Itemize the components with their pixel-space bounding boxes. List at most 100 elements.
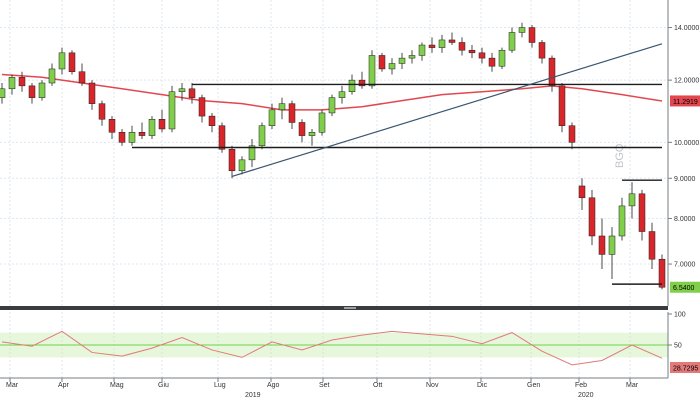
candle <box>608 227 616 279</box>
pane-resize-handle[interactable] <box>344 307 356 309</box>
candle <box>328 94 336 117</box>
candle-body <box>218 125 226 150</box>
candle-body <box>98 103 106 120</box>
month-label: Nov <box>426 382 439 389</box>
candle <box>538 39 546 64</box>
oscillator-axis: 100 50 <box>667 312 686 378</box>
month-label: Ago <box>267 382 280 389</box>
candle-body <box>598 235 606 255</box>
month-label: Set <box>319 382 330 389</box>
candle <box>248 138 256 168</box>
candle-body <box>18 77 26 87</box>
moving-average-tag-label: 11.2919 <box>673 99 698 106</box>
candle <box>588 189 596 246</box>
trendline[interactable] <box>231 43 663 177</box>
candle <box>108 116 116 139</box>
candle-body <box>508 32 516 51</box>
month-label: Apr <box>58 382 70 389</box>
candle-body <box>358 79 366 87</box>
candle <box>498 47 506 69</box>
time-axis: Mar Apr Mag Giu Lug Ago Set Ott Nov Dic Gen Feb Mar 2… <box>0 377 700 400</box>
candle-body <box>588 197 596 237</box>
candle-body <box>448 39 456 43</box>
month-label: Mag <box>110 382 124 389</box>
candle-body <box>68 52 76 72</box>
candle <box>18 71 26 92</box>
candle <box>438 34 446 53</box>
candle-body <box>528 27 536 43</box>
candle-body <box>178 88 186 92</box>
candle <box>158 109 166 133</box>
candle-body <box>548 57 556 87</box>
candle-body <box>38 82 46 98</box>
candle <box>398 52 406 69</box>
candle-body <box>628 193 636 207</box>
last-price-tag: 6.5400 <box>670 281 700 293</box>
candle <box>648 222 656 269</box>
price-tick-label: 12.0000 <box>674 78 699 85</box>
watermark-text: BGQ <box>614 143 626 168</box>
candle-body <box>8 77 16 90</box>
candle-body <box>618 205 626 237</box>
candle <box>558 82 566 133</box>
candle <box>78 63 86 86</box>
candle-body <box>78 71 86 84</box>
candle <box>468 45 476 59</box>
candle-body <box>138 132 146 136</box>
candle-body <box>188 88 196 98</box>
candle-body <box>638 193 646 232</box>
candle-body <box>608 235 616 255</box>
candle-body <box>478 52 486 59</box>
candle <box>548 55 556 92</box>
candle <box>258 122 266 150</box>
candle <box>318 109 326 136</box>
candle <box>28 82 36 104</box>
candle <box>478 47 486 64</box>
oscillator-line <box>1 330 663 366</box>
candle-body <box>268 109 276 126</box>
year-label: 2020 <box>578 392 594 399</box>
oscillator-layer <box>0 330 668 366</box>
candle <box>268 103 276 129</box>
candle <box>228 145 236 179</box>
candle-body <box>418 44 426 56</box>
candle-body <box>168 91 176 130</box>
pane-separator[interactable] <box>0 306 668 310</box>
candle-body <box>338 91 346 98</box>
candle-body <box>118 132 126 143</box>
candle <box>518 22 526 38</box>
candle <box>238 156 246 175</box>
oscillator-tag: 28.7295 <box>670 362 700 373</box>
oscillator-tick-label: 100 <box>674 312 686 319</box>
candle-body <box>578 185 586 199</box>
candle <box>288 100 296 129</box>
candle <box>148 116 156 139</box>
candle <box>68 50 76 75</box>
candle <box>88 80 96 110</box>
month-label: Mar <box>6 382 19 389</box>
annotations-layer <box>132 43 663 285</box>
candle-body <box>158 119 166 130</box>
candle <box>358 71 366 89</box>
candle-body <box>648 231 656 260</box>
grid <box>0 0 668 378</box>
candle-body <box>198 97 206 117</box>
month-label: Giu <box>158 382 169 389</box>
candle-body <box>88 82 96 104</box>
candle <box>188 82 196 104</box>
candle-body <box>458 42 466 51</box>
month-label: Gen <box>527 382 540 389</box>
candle-body <box>308 132 316 136</box>
candle-body <box>368 55 376 87</box>
candle <box>198 94 206 123</box>
candle <box>408 50 416 64</box>
candle-body <box>658 258 666 288</box>
candle-body <box>48 68 56 84</box>
candle <box>168 85 176 133</box>
candle <box>138 122 146 139</box>
candle <box>208 112 216 133</box>
oscillator-tick-label: 50 <box>674 343 682 350</box>
candle <box>378 52 386 72</box>
price-axis: 14.0000 12.0000 10.0000 9.0000 8.0000 7.0000 <box>667 0 699 306</box>
